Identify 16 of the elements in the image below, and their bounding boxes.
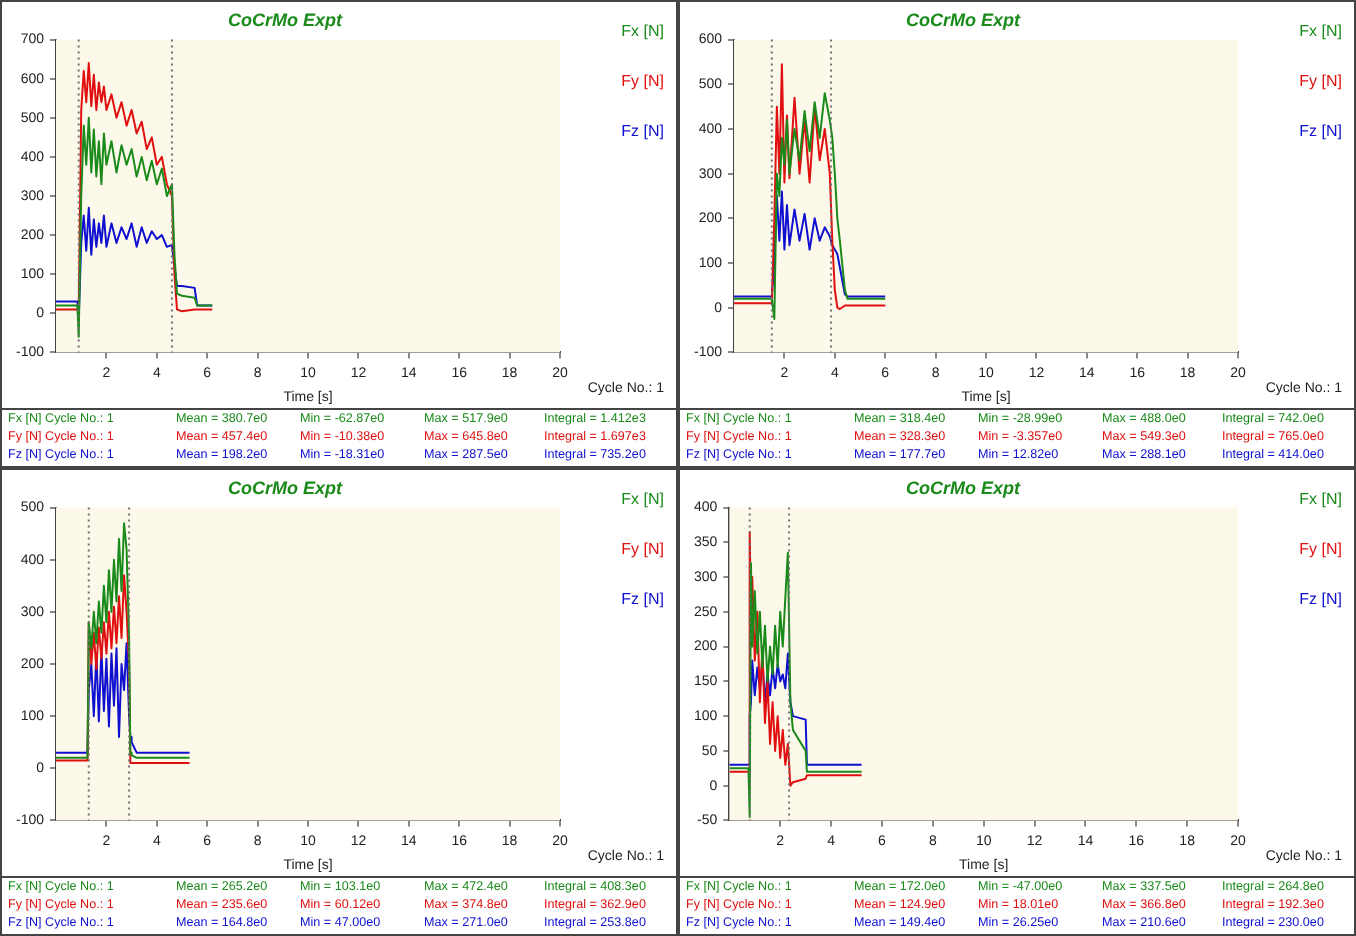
text: Fx [N] [621, 490, 664, 508]
chart-title: CoCrMo Expt [906, 9, 1022, 30]
text: Fz [N] [1299, 122, 1342, 140]
text: Fy [N] [621, 72, 664, 90]
text: Fy [N] [621, 540, 664, 558]
text: Fx [N] [621, 22, 664, 40]
chart-title: CoCrMo Expt [228, 9, 344, 30]
text: Fz [N] [621, 122, 664, 140]
text: Fy [N] [1299, 72, 1342, 90]
text: Fx [N] [1299, 22, 1342, 40]
chart-title: CoCrMo Expt [906, 477, 1022, 498]
text: Fz [N] [621, 590, 664, 608]
text: Fy [N] [1299, 540, 1342, 558]
chart-title: CoCrMo Expt [228, 477, 344, 498]
text: Fz [N] [1299, 590, 1342, 608]
text: Fx [N] [1299, 490, 1342, 508]
